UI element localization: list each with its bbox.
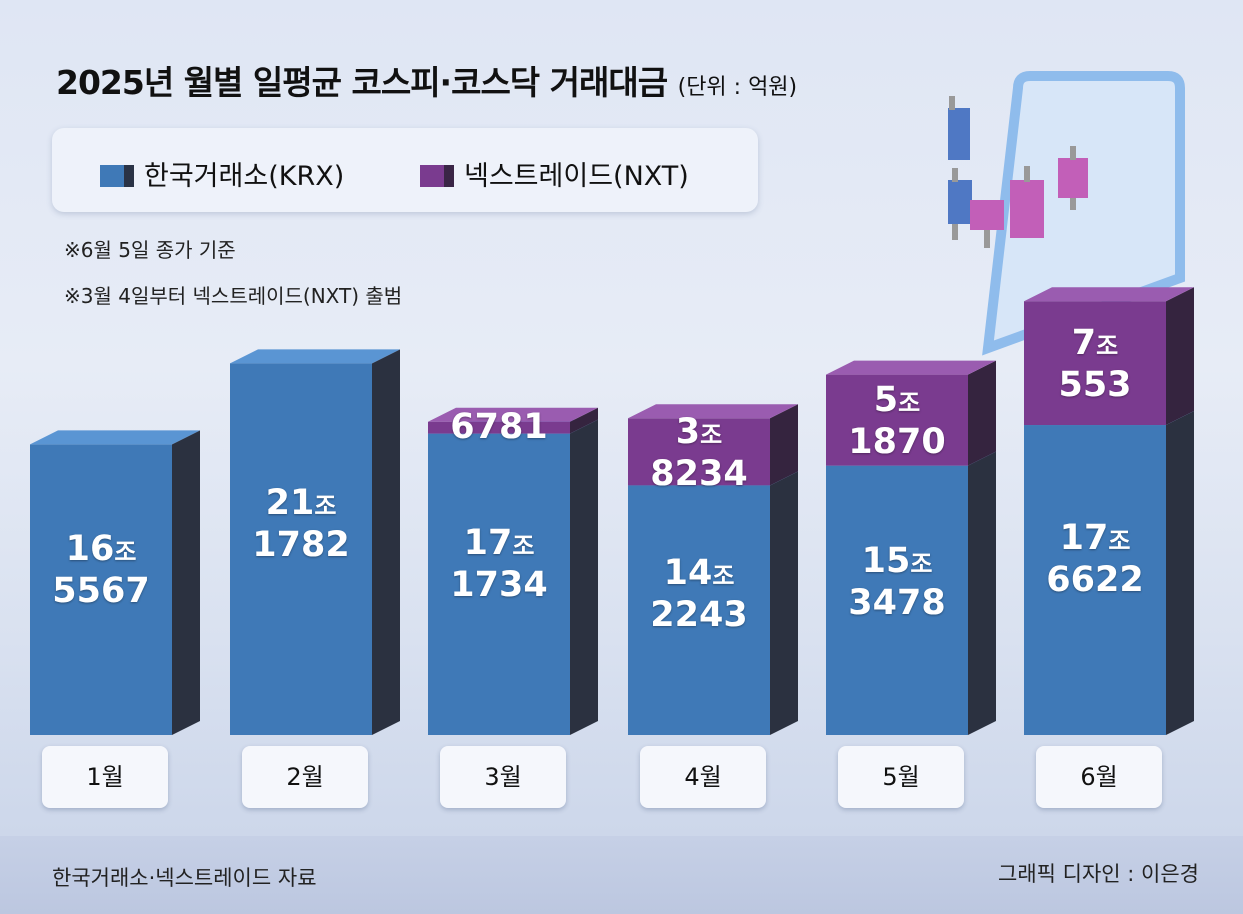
bar-label-nxt-3: 6781 <box>428 408 570 447</box>
legend-label-krx: 한국거래소(KRX) <box>144 161 345 192</box>
note-nxt-launch: ※3월 4일부터 넥스트레이드(NXT) 출범 <box>64 284 403 308</box>
bar-label-krx-6: 17조 6622 <box>1024 519 1166 600</box>
bar-krx-3 <box>428 419 598 735</box>
bar-label-nxt-4-eok: 8234 <box>650 453 748 494</box>
bar-label-nxt-6-jo: 7조 <box>1071 323 1119 364</box>
legend-item-krx: 한국거래소(KRX) <box>100 154 344 193</box>
bar-label-krx-5-eok: 3478 <box>848 583 946 624</box>
page-title: 2025년 월별 일평균 코스피·코스닥 거래대금 (단위 : 억원) <box>56 56 797 104</box>
bar-label-nxt-6-eok: 553 <box>1058 365 1132 406</box>
bar-label-nxt-5: 5조 1870 <box>826 381 968 462</box>
month-label-1: 1월 <box>42 746 168 808</box>
bar-label-nxt-5-eok: 1870 <box>848 422 946 463</box>
credit-text: 그래픽 디자인 : 이은경 <box>998 862 1199 886</box>
bar-label-krx-5-jo: 15조 <box>861 541 933 582</box>
bar-nxt-5 <box>826 360 996 466</box>
bar-label-krx-1-eok: 5567 <box>52 571 150 612</box>
bar-label-krx-3: 17조 1734 <box>428 524 570 605</box>
bar-label-krx-6-eok: 6622 <box>1046 560 1144 601</box>
bar-krx-2 <box>230 349 400 735</box>
footer: 한국거래소·넥스트레이드 자료 그래픽 디자인 : 이은경 <box>0 836 1243 914</box>
bar-label-krx-2-eok: 1782 <box>252 525 350 566</box>
month-label-4: 4월 <box>640 746 766 808</box>
phone-candlestick-illustration <box>948 71 1185 356</box>
bar-label-krx-4: 14조 2243 <box>628 552 770 635</box>
legend-label-nxt: 넥스트레이드(NXT) <box>464 161 689 192</box>
bar-label-krx-4-jo: 14조 <box>663 552 735 593</box>
bar-nxt-3 <box>428 407 598 434</box>
bar-label-nxt-5-jo: 5조 <box>873 380 921 421</box>
legend: 한국거래소(KRX) 넥스트레이드(NXT) <box>52 128 758 212</box>
unit-label: (단위 : 억원) <box>677 75 798 100</box>
bar-krx-6 <box>1024 411 1194 735</box>
bar-nxt-6 <box>1024 287 1194 426</box>
bar-label-krx-3-jo: 17조 <box>463 523 535 564</box>
legend-swatch-nxt <box>420 165 454 187</box>
bar-label-nxt-4: 3조 8234 <box>628 411 770 494</box>
candlestick-icon <box>948 96 1088 248</box>
legend-item-nxt: 넥스트레이드(NXT) <box>420 154 689 193</box>
month-label-6: 6월 <box>1036 746 1162 808</box>
source-text: 한국거래소·넥스트레이드 자료 <box>52 866 317 890</box>
bar-label-krx-1-jo: 16조 <box>65 529 137 570</box>
bar-label-krx-4-eok: 2243 <box>650 594 748 635</box>
legend-swatch-krx <box>100 165 134 187</box>
bar-nxt-4 <box>628 404 798 486</box>
bar-label-nxt-3-eok: 6781 <box>450 407 548 448</box>
bar-label-nxt-6: 7조 553 <box>1024 324 1166 405</box>
bar-label-krx-2: 21조 1782 <box>230 484 372 565</box>
month-label-3: 3월 <box>440 746 566 808</box>
bar-label-krx-2-jo: 21조 <box>265 483 337 524</box>
month-label-5: 5월 <box>838 746 964 808</box>
bar-label-krx-6-jo: 17조 <box>1059 518 1131 559</box>
bar-label-krx-3-eok: 1734 <box>450 565 548 606</box>
bar-krx-1 <box>30 430 200 735</box>
phone-icon <box>982 71 1185 356</box>
month-label-2: 2월 <box>242 746 368 808</box>
note-basis: ※6월 5일 종가 기준 <box>64 238 236 262</box>
bar-label-nxt-4-jo: 3조 <box>675 411 723 452</box>
bar-label-krx-5: 15조 3478 <box>826 542 968 623</box>
bar-label-krx-1: 16조 5567 <box>30 530 172 611</box>
title-text: 2025년 월별 일평균 코스피·코스닥 거래대금 <box>56 63 668 102</box>
